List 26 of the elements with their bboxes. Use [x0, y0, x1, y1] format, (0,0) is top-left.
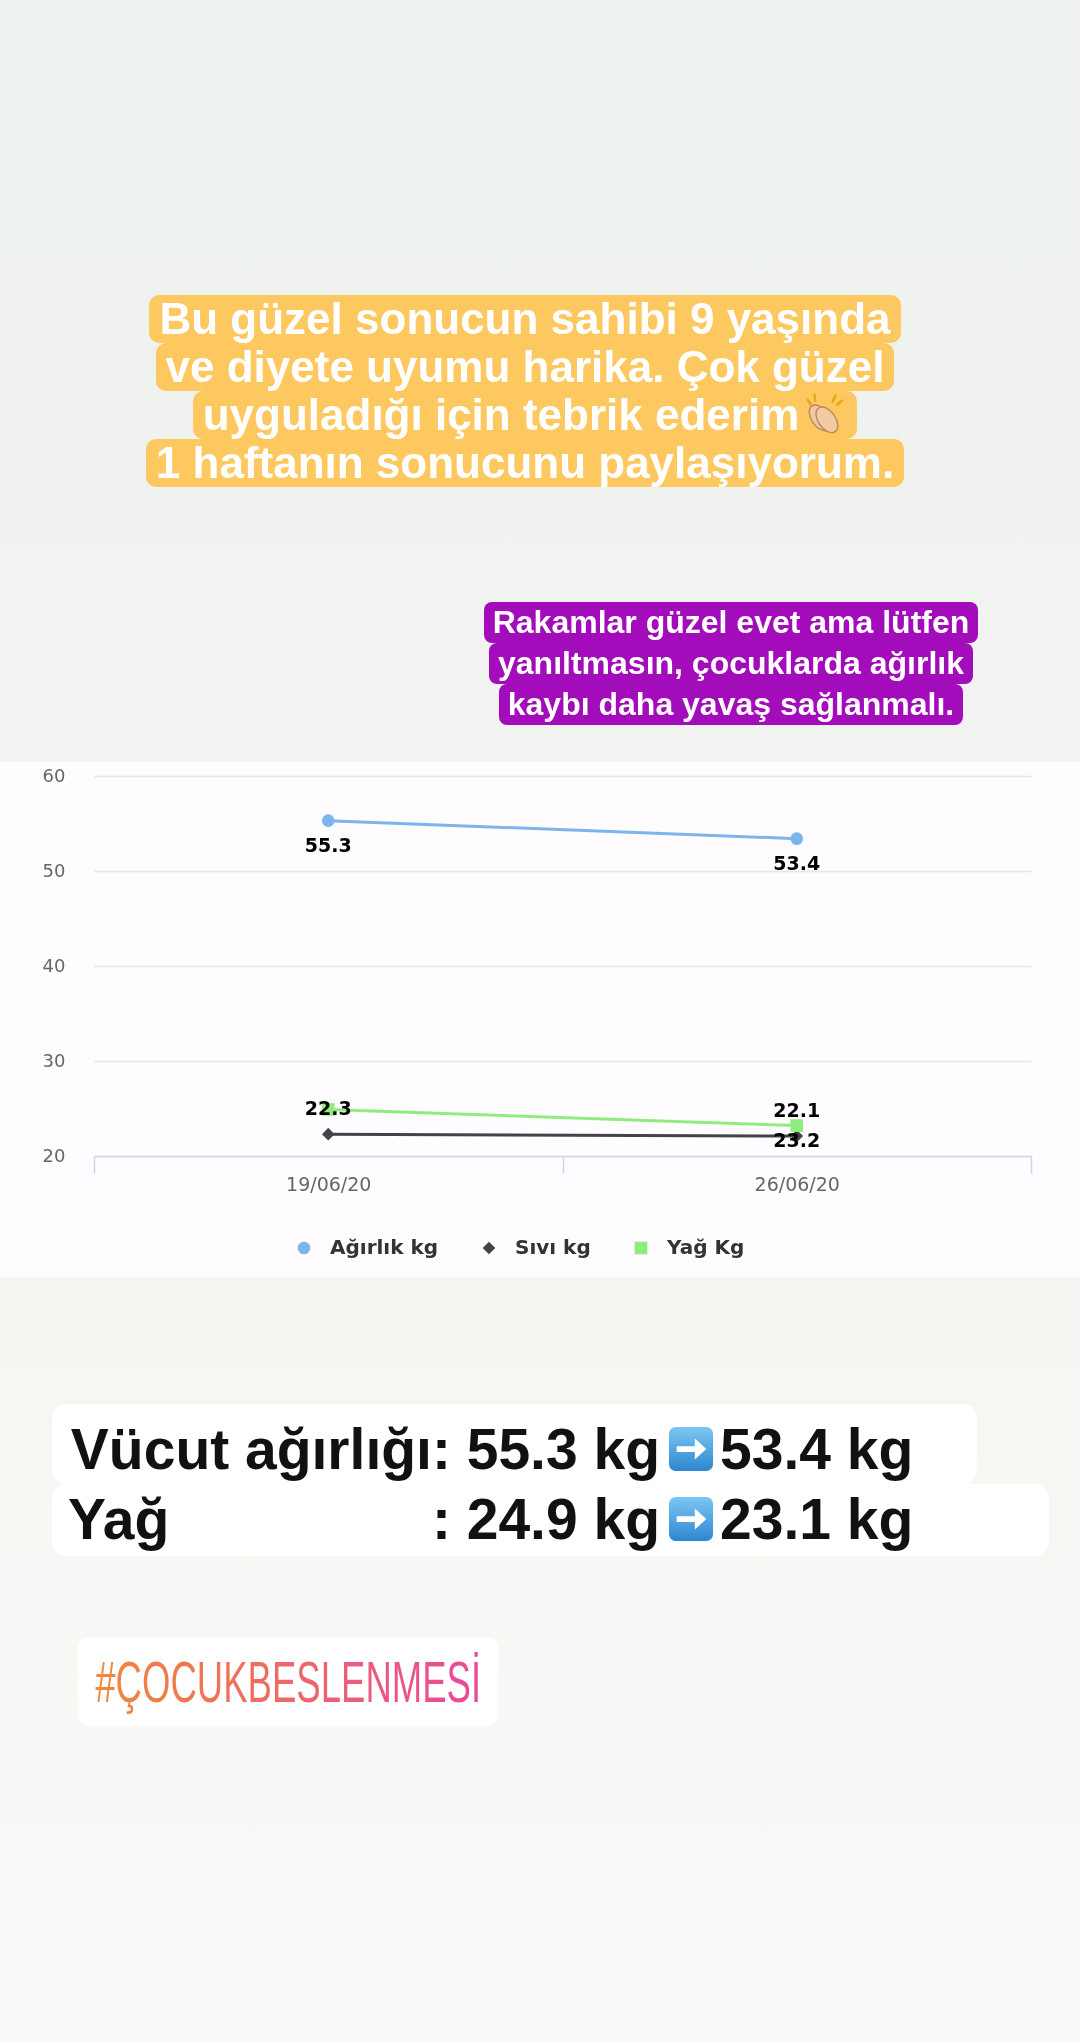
- text: Bu güzel sonucun sahibi 9 yaşında ve diyete uyumu harika. Çok güzel uyguladığı için tebrik ederim 1 haftanın sonucunu paylaşıyorum.: [155, 294, 895, 487]
- text: Vücut ağırlığı: 55.3 kg: [70, 1416, 660, 1482]
- legend-label: Ağırlık kg: [330, 1235, 439, 1259]
- y-tick-label: 60: [42, 764, 66, 786]
- point: [321, 1127, 335, 1141]
- y-tick-label: 40: [42, 954, 66, 976]
- text: 53.4 kg: [720, 1416, 914, 1482]
- text: 23.1 kg: [720, 1486, 914, 1552]
- point: [321, 814, 335, 827]
- data-label: 55.3: [304, 833, 352, 856]
- y-tick-label: 50: [42, 859, 66, 881]
- x-tick-label: 19/06/20: [286, 1172, 372, 1195]
- data-label: 22.3: [304, 1097, 352, 1120]
- data-label: 53.4: [773, 851, 821, 874]
- text: Yağ: [68, 1486, 170, 1552]
- y-tick-label: 30: [42, 1049, 66, 1071]
- point: [790, 1119, 804, 1132]
- text: : 24.9 kg: [431, 1486, 660, 1552]
- legend-label: Sıvı kg: [515, 1235, 591, 1259]
- legend-label: Yağ Kg: [666, 1235, 745, 1259]
- x-tick-label: 26/06/20: [754, 1172, 840, 1195]
- text: #ÇOCUKBESLENMESİ: [95, 1649, 481, 1714]
- text: Rakamlar güzel evet ama lütfen yanıltmasın, çocuklarda ağırlık kaybı daha yavaş sağlanmalı.: [492, 603, 970, 724]
- y-tick-label: 20: [42, 1144, 66, 1166]
- data-label: 22.1: [773, 1099, 821, 1122]
- point: [790, 832, 804, 846]
